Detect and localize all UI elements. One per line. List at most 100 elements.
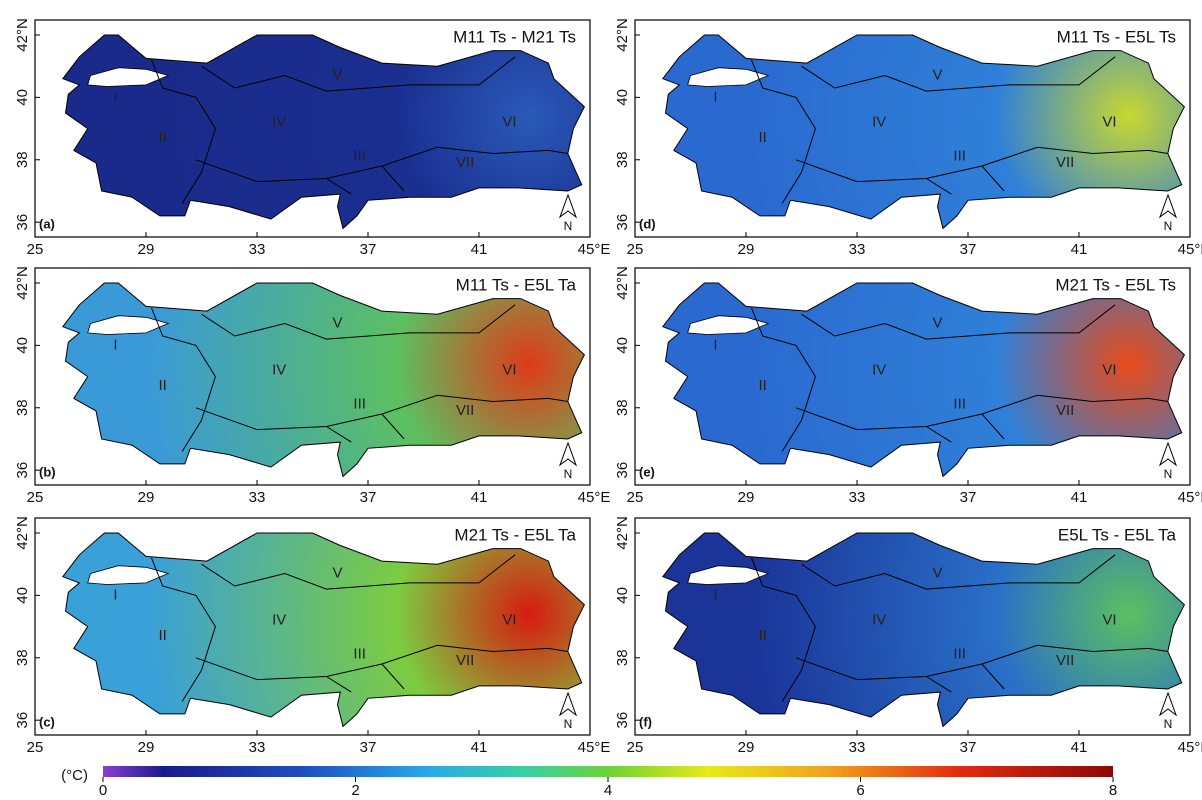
region-label: II <box>758 129 766 146</box>
region-label: VII <box>1056 652 1074 669</box>
region-border <box>795 644 1168 681</box>
region-label: I <box>113 88 117 105</box>
north-label: N <box>1164 717 1173 731</box>
region-label: VI <box>1102 361 1116 378</box>
region-label: II <box>758 627 766 644</box>
region-border <box>981 165 1005 192</box>
north-arrow <box>558 441 578 467</box>
region-label: I <box>713 586 717 603</box>
lon-label: 37 <box>360 739 377 756</box>
north-label: N <box>564 219 573 233</box>
region-label: V <box>332 67 342 84</box>
lat-label: 38 <box>614 151 631 168</box>
lat-label: 40 <box>14 89 31 106</box>
region-label: III <box>353 396 366 413</box>
region-border <box>751 59 816 204</box>
lat-label: 40 <box>14 587 31 604</box>
lat-label: 42°N <box>614 18 631 52</box>
lat-label: 36 <box>614 712 631 729</box>
north-label: N <box>1164 467 1173 481</box>
lat-label: 36 <box>14 712 31 729</box>
region-label: IV <box>872 611 886 628</box>
lat-label: 42°N <box>614 266 631 300</box>
region-border <box>801 554 1116 590</box>
colorbar-tick-label: 6 <box>856 782 864 799</box>
region-label: IV <box>872 113 886 130</box>
lon-label: 45°E <box>1178 241 1202 258</box>
region-border <box>795 146 1168 183</box>
lat-label: 36 <box>14 462 31 479</box>
region-border <box>795 394 1168 431</box>
region-border <box>326 178 352 195</box>
lat-label: 38 <box>14 399 31 416</box>
region-border <box>195 146 568 183</box>
lon-label: 29 <box>138 739 155 756</box>
region-label: IV <box>272 611 286 628</box>
colorbar <box>103 766 1113 777</box>
panel-title: M21 Ts - E5L Ts <box>1055 275 1176 294</box>
lat-label: 42°N <box>614 516 631 550</box>
panel-title: E5L Ts - E5L Ta <box>1058 525 1177 544</box>
region-label: VII <box>1056 402 1074 419</box>
region-border <box>195 394 568 431</box>
region-border <box>751 557 816 702</box>
north-arrow <box>1158 691 1178 717</box>
sea <box>87 67 170 87</box>
lon-label: 33 <box>249 739 266 756</box>
region-border <box>151 307 216 452</box>
region-border <box>326 426 352 443</box>
region-label: III <box>353 148 366 165</box>
region-label: VI <box>502 361 516 378</box>
lon-label: 25 <box>627 489 644 506</box>
lon-label: 29 <box>138 489 155 506</box>
lon-label: 37 <box>360 241 377 258</box>
region-label: VI <box>1102 611 1116 628</box>
panel-title: M11 Ts - M21 Ts <box>453 27 576 46</box>
region-border <box>381 663 405 690</box>
lon-label: 25 <box>27 489 44 506</box>
lon-label: 33 <box>249 489 266 506</box>
region-border <box>381 165 405 192</box>
lon-label: 37 <box>960 489 977 506</box>
lat-label: 42°N <box>14 18 31 52</box>
region-label: VII <box>456 402 474 419</box>
lat-label: 36 <box>614 214 631 231</box>
colorbar-tick-label: 8 <box>1109 782 1117 799</box>
region-border <box>151 59 216 204</box>
country-shape <box>61 532 586 728</box>
lon-label: 41 <box>1071 489 1088 506</box>
lat-label: 36 <box>14 214 31 231</box>
lon-label: 41 <box>471 241 488 258</box>
north-label: N <box>564 467 573 481</box>
panel-title: M21 Ts - E5L Ta <box>454 525 576 544</box>
lat-label: 40 <box>614 337 631 354</box>
region-label: II <box>158 377 166 394</box>
region-label: VII <box>1056 154 1074 171</box>
region-label: V <box>932 315 942 332</box>
sea <box>687 67 770 87</box>
panel-letter: (a) <box>39 216 55 231</box>
lat-label: 38 <box>14 649 31 666</box>
lon-label: 45°E <box>578 489 611 506</box>
region-label: I <box>713 88 717 105</box>
north-label: N <box>1164 219 1173 233</box>
lon-label: 33 <box>849 489 866 506</box>
lon-label: 25 <box>627 739 644 756</box>
region-border <box>926 426 952 443</box>
country-shape <box>61 34 586 230</box>
region-label: IV <box>272 361 286 378</box>
lon-label: 33 <box>849 739 866 756</box>
north-arrow <box>558 193 578 219</box>
lon-label: 45°E <box>578 739 611 756</box>
region-border <box>926 676 952 693</box>
region-label: II <box>158 129 166 146</box>
lon-label: 29 <box>738 241 755 258</box>
region-border <box>201 554 516 590</box>
region-border <box>381 413 405 440</box>
lat-label: 40 <box>14 337 31 354</box>
